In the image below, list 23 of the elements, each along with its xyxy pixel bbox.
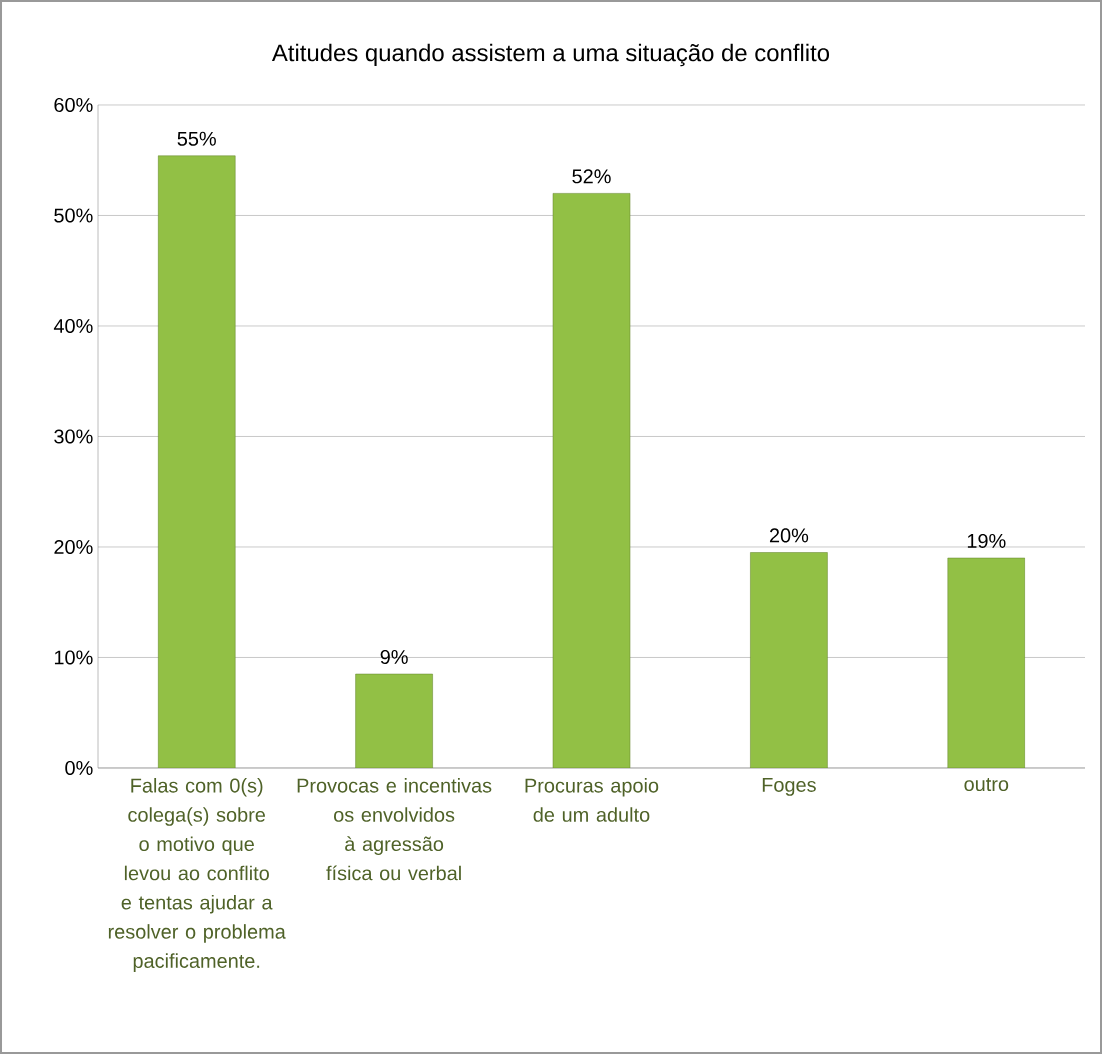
bar: [750, 552, 828, 768]
data-label: 19%: [967, 533, 1006, 548]
bar: [355, 673, 433, 768]
bar: [552, 193, 631, 768]
y-tick-label: 30%: [54, 429, 93, 444]
y-tick-label: 10%: [54, 650, 93, 665]
x-tick-label: outro: [964, 778, 1009, 792]
x-tick-label: Foges: [762, 778, 816, 796]
y-tick-label: 60%: [54, 97, 93, 113]
data-label: 20%: [769, 528, 809, 543]
x-tick-label: Falas com 0(s) colega(s) sobre o motivo que levou ao conflito e tentas ajudar a resolver o problema pacificamente.: [108, 778, 286, 972]
chart-title: Atitudes quando assistem a uma situação de conflito: [271, 43, 830, 67]
bar: [157, 155, 236, 768]
x-tick-label: Procuras apoio de um adulto: [525, 778, 659, 822]
bar: [947, 557, 1026, 768]
y-tick-label: 20%: [54, 539, 93, 555]
y-tick-label: 50%: [54, 208, 93, 223]
y-tick-label: 0%: [65, 760, 93, 776]
y-tick-label: 40%: [53, 318, 93, 334]
x-tick-label: Provocas e incentivas os envolvidos à agressão física ou verbal: [297, 778, 492, 881]
data-label: 52%: [572, 169, 611, 184]
data-label: 55%: [177, 131, 216, 146]
data-label: 9%: [380, 649, 408, 665]
